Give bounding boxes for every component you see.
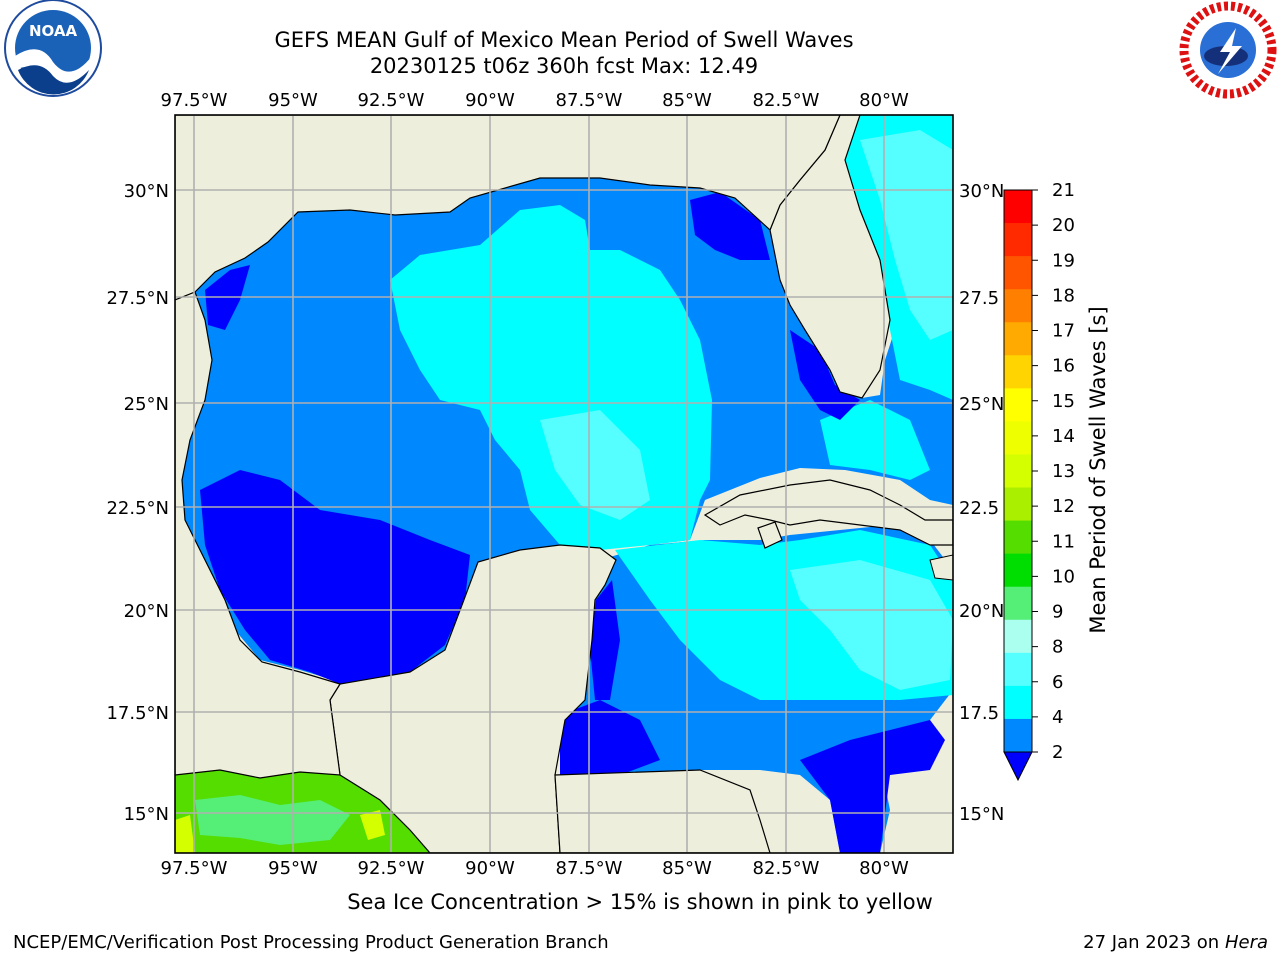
florida-shelf-dark xyxy=(690,192,770,260)
colorbar-segment xyxy=(1004,322,1032,356)
lat-label-left: 20°N xyxy=(124,601,169,622)
colorbar-tick-label: 2 xyxy=(1052,742,1063,763)
lon-label-top: 92.5°W xyxy=(358,90,425,111)
lat-label-left: 17.5°N xyxy=(106,703,169,724)
nicaragua-dark xyxy=(800,720,945,853)
colorbar-extension xyxy=(1003,751,1033,782)
lat-label-right: 15°N xyxy=(959,804,1004,825)
lon-label-bottom: 97.5°W xyxy=(161,858,228,879)
map-area xyxy=(175,115,953,853)
colorbar-label: Mean Period of Swell Waves [s] xyxy=(1086,306,1110,634)
colorbar-segment xyxy=(1004,520,1032,555)
lat-label-left: 27.5°N xyxy=(106,288,169,309)
colorbar-tick-label: 16 xyxy=(1052,356,1075,377)
lon-label-top: 85°W xyxy=(662,90,712,111)
colorbar-tick-label: 21 xyxy=(1052,180,1075,201)
colorbar-tick-label: 15 xyxy=(1052,391,1075,412)
colorbar-tick-label: 19 xyxy=(1052,250,1075,271)
colorbar-segment xyxy=(1004,223,1032,257)
cuba xyxy=(703,479,953,546)
lon-label-top: 90°W xyxy=(465,90,515,111)
chart-subtitle: 20230125 t06z 360h fcst Max: 12.49 xyxy=(369,54,759,78)
colorbar-segment xyxy=(1004,289,1032,323)
date-stamp: 27 Jan 2023 on Hera xyxy=(1083,932,1268,953)
lon-label-top: 95°W xyxy=(268,90,318,111)
lon-label-bottom: 87.5°W xyxy=(556,858,623,879)
colorbar-segment xyxy=(1004,619,1032,654)
colorbar-tick-label: 20 xyxy=(1052,215,1075,236)
colorbar-tick-label: 11 xyxy=(1052,531,1075,552)
colorbar-segment xyxy=(1004,256,1032,290)
pacific-light xyxy=(195,795,350,845)
colorbar-segment xyxy=(1004,487,1032,522)
caribbean-light xyxy=(790,560,953,690)
chart-title: GEFS MEAN Gulf of Mexico Mean Period of … xyxy=(274,28,854,52)
lat-label-right: 22.5 xyxy=(959,498,999,519)
map-gridlines xyxy=(175,115,953,853)
lat-label-right: 17.5 xyxy=(959,703,999,724)
us-gulf-coast xyxy=(175,115,841,301)
lat-label-right: 27.5 xyxy=(959,288,999,309)
lat-label-right: 30°N xyxy=(959,181,1004,202)
isle-of-youth xyxy=(757,521,783,549)
colorbar-tick-label: 8 xyxy=(1052,637,1063,658)
pacific-yellow-2 xyxy=(360,810,385,840)
sea-ice-note: Sea Ice Concentration > 15% is shown in … xyxy=(347,890,933,914)
lon-label-top: 97.5°W xyxy=(161,90,228,111)
noaa-logo-text: NOAA xyxy=(29,22,78,40)
lat-label-left: 25°N xyxy=(124,394,169,415)
pacific-yellow xyxy=(175,815,195,853)
colorbar-segment xyxy=(1004,553,1032,588)
colorbar-segment xyxy=(1004,454,1032,489)
lon-label-bottom: 80°W xyxy=(859,858,909,879)
lat-label-right: 25°N xyxy=(959,394,1004,415)
colorbar-tick-label: 18 xyxy=(1052,285,1075,306)
colorbar-segment xyxy=(1004,718,1032,753)
colorbar-tick-label: 10 xyxy=(1052,566,1075,587)
colorbar xyxy=(1003,189,1033,782)
lon-label-bottom: 92.5°W xyxy=(358,858,425,879)
date-text: 27 Jan 2023 on xyxy=(1083,932,1225,953)
lat-label-right: 20°N xyxy=(959,601,1004,622)
mexico-west-coast xyxy=(175,291,341,779)
colorbar-segment xyxy=(1004,685,1032,720)
lat-label-left: 30°N xyxy=(124,181,169,202)
colorbar-tick-label: 13 xyxy=(1052,461,1075,482)
colorbar-tick-label: 12 xyxy=(1052,496,1075,517)
lon-label-bottom: 85°W xyxy=(662,858,712,879)
colorbar-segment xyxy=(1004,388,1032,422)
colorbar-tick-label: 6 xyxy=(1052,672,1063,693)
colorbar-segment xyxy=(1004,652,1032,687)
straits-field xyxy=(820,400,930,480)
colorbar-tick-label: 9 xyxy=(1052,602,1063,623)
lon-label-bottom: 82.5°W xyxy=(753,858,820,879)
colorbar-segment xyxy=(1004,586,1032,621)
western-gulf-dark xyxy=(200,470,470,684)
colorbar-tick-label: 14 xyxy=(1052,426,1075,447)
national-weather-service-logo xyxy=(1179,1,1277,99)
lon-label-bottom: 90°W xyxy=(465,858,515,879)
lon-label-top: 87.5°W xyxy=(556,90,623,111)
lon-label-top: 82.5°W xyxy=(753,90,820,111)
bahamas-land xyxy=(929,554,953,581)
credit-text: NCEP/EMC/Verification Post Processing Pr… xyxy=(13,932,609,953)
lon-label-bottom: 95°W xyxy=(268,858,318,879)
colorbar-segment xyxy=(1004,190,1032,224)
colorbar-tick-label: 17 xyxy=(1052,321,1075,342)
colorbar-segment xyxy=(1004,421,1032,455)
lon-label-top: 80°W xyxy=(859,90,909,111)
colorbar-tick-label: 4 xyxy=(1052,707,1063,728)
lat-label-left: 22.5°N xyxy=(106,498,169,519)
lat-label-left: 15°N xyxy=(124,804,169,825)
swell-core-light xyxy=(540,410,650,520)
colorbar-segment xyxy=(1004,355,1032,389)
central-america xyxy=(554,769,771,853)
host-name: Hera xyxy=(1224,932,1268,953)
map-frame xyxy=(174,114,954,854)
noaa-logo: NOAA xyxy=(4,0,102,97)
florida-keys-dark xyxy=(790,330,860,420)
honduras-dark xyxy=(560,700,660,775)
